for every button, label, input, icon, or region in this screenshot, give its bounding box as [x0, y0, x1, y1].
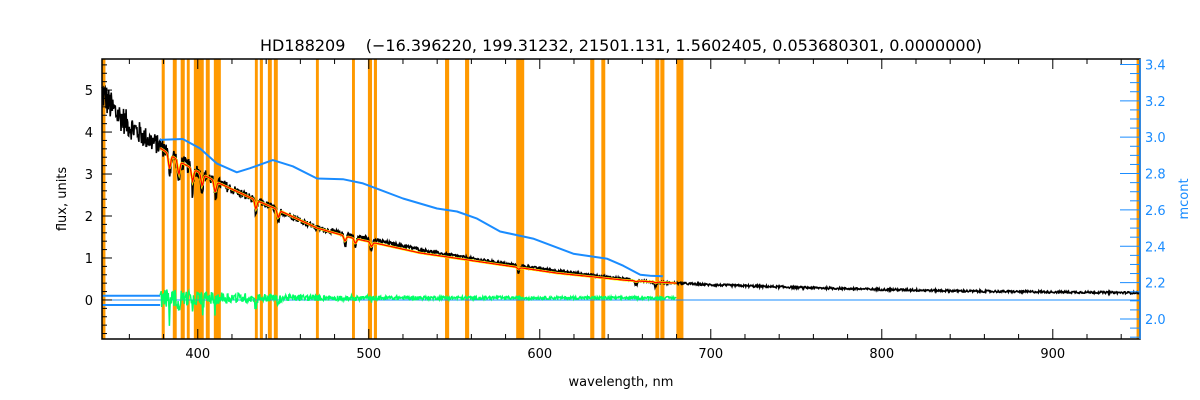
series-layer	[101, 84, 1141, 326]
y-tick-label: 3	[85, 168, 93, 183]
masked-region-band	[445, 59, 450, 339]
masked-region-band	[660, 59, 665, 339]
masked-region-band	[193, 59, 204, 339]
y2-tick-label: 2.0	[1145, 313, 1166, 328]
axes: 400 500 600 700 800 900 0 1 2 3 4 5 2.0 2.2 2.4 2.6 2.8 3…	[85, 58, 1166, 362]
x-tick-label: 600	[527, 347, 552, 362]
y-tick-label: 1	[85, 252, 93, 267]
masked-region-band	[352, 59, 355, 339]
masked-region-band	[601, 59, 606, 339]
model-line	[159, 147, 677, 284]
y2-tick-label: 3.2	[1145, 95, 1166, 110]
masked-region-band	[367, 59, 373, 339]
y-tick-label: 2	[85, 210, 93, 225]
masked-region-band	[213, 59, 221, 339]
y2-axis-label: mcont	[1177, 178, 1192, 219]
x-tick-label: 700	[698, 347, 723, 362]
y-tick-label: 0	[85, 294, 93, 309]
masked-region-band	[172, 59, 177, 339]
masked-region-band	[180, 59, 185, 339]
masked-region-band	[676, 59, 684, 339]
y2-tick-label: 3.4	[1145, 58, 1166, 73]
y2-tick-label: 2.6	[1145, 204, 1166, 219]
masked-region-band	[373, 59, 377, 339]
y2-tick-label: 2.2	[1145, 277, 1166, 292]
masked-region-band	[161, 59, 165, 339]
x-tick-label: 900	[1040, 347, 1065, 362]
x-tick-label: 400	[185, 347, 210, 362]
x-tick-label: 800	[869, 347, 894, 362]
masked-region-band	[465, 59, 470, 339]
y-tick-label: 4	[85, 126, 93, 141]
y-axis-label: flux, units	[55, 167, 70, 232]
masked-region-band	[273, 59, 278, 339]
masked-region-band	[655, 59, 660, 339]
x-axis-label: wavelength, nm	[569, 375, 674, 390]
fit-highlight-line	[159, 146, 677, 285]
y2-tick-label: 2.8	[1145, 168, 1166, 183]
residual-line	[159, 288, 677, 326]
y-tick-label: 5	[85, 84, 93, 99]
masked-region-band	[1136, 59, 1140, 339]
masked-region-band	[590, 59, 595, 339]
masked-region-band	[186, 59, 190, 339]
chart-title: HD188209 (−16.396220, 199.31232, 21501.1…	[260, 36, 982, 55]
x-tick-label: 500	[356, 347, 381, 362]
masked-region-band	[315, 59, 319, 339]
masked-region-band	[267, 59, 272, 339]
masked-region-band	[254, 59, 258, 339]
y2-tick-label: 3.0	[1145, 131, 1166, 146]
y2-tick-label: 2.4	[1145, 240, 1166, 255]
masked-region-band	[516, 59, 525, 339]
masked-region-band	[205, 59, 210, 339]
mcont-line	[159, 138, 663, 278]
